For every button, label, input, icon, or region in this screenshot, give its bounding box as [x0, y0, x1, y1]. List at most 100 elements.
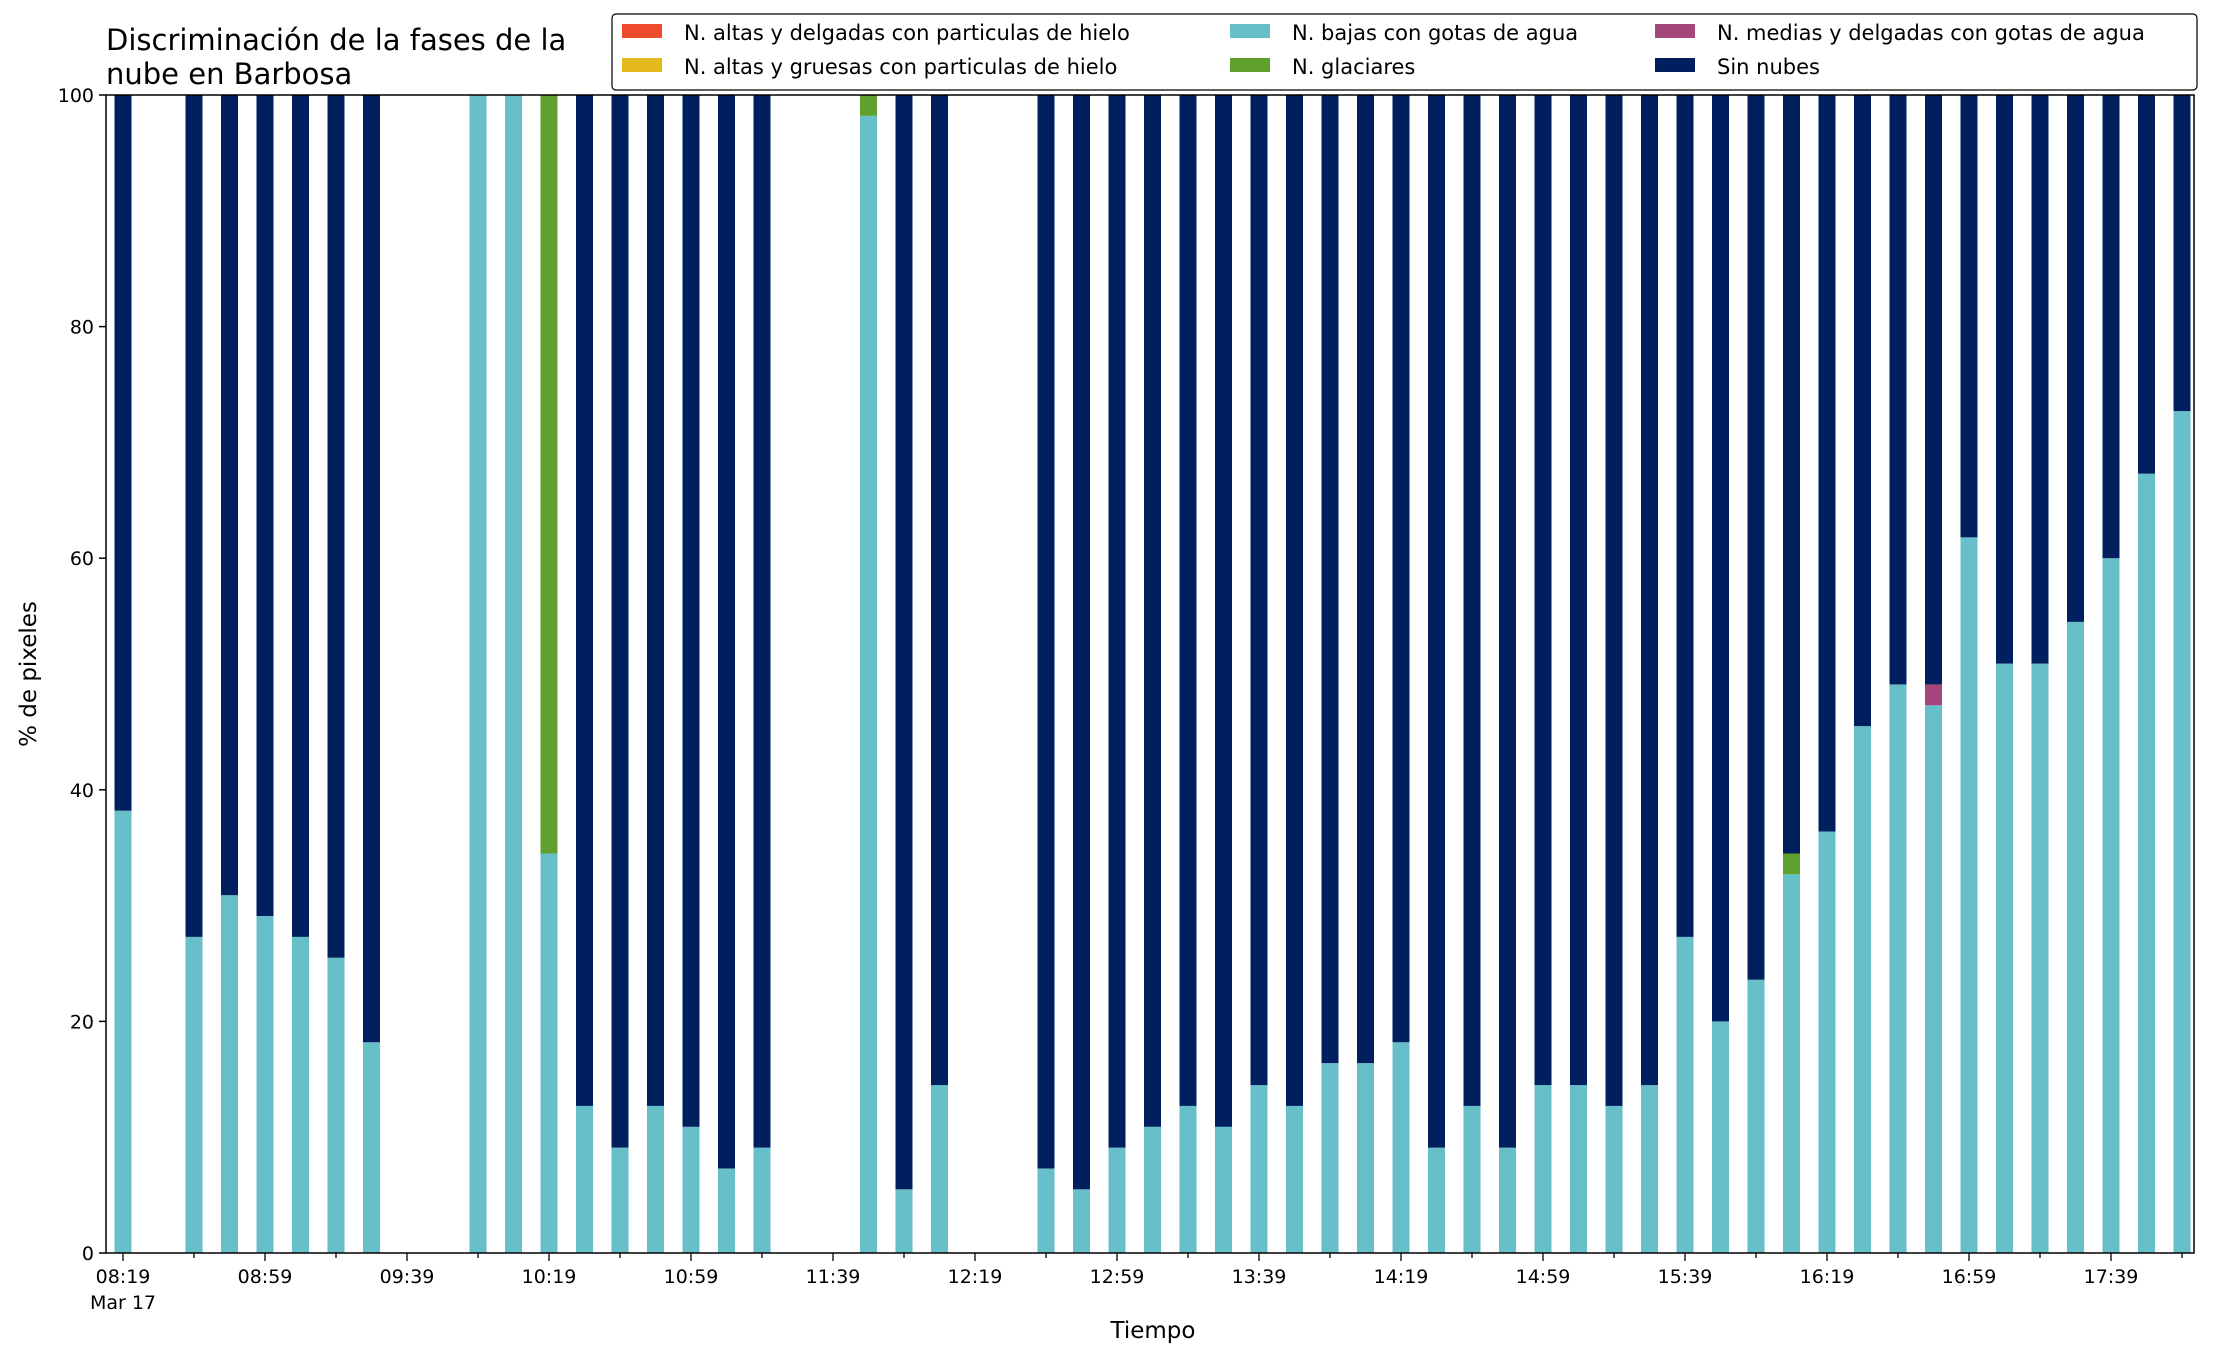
- bar-segment: [2173, 411, 2191, 1253]
- bar-segment: [256, 916, 274, 1253]
- bar-segment: [1321, 1063, 1339, 1253]
- bar-segment: [1747, 979, 1765, 1253]
- bar-segment: [1392, 95, 1410, 1043]
- bar-segment: [931, 1085, 948, 1253]
- legend-entry: N. altas y delgadas con particulas de hi…: [684, 21, 1130, 45]
- bar-segment: [1712, 95, 1729, 1022]
- bar-segment: [1676, 936, 1694, 1253]
- x-tick-label: 15:39: [1658, 1266, 1713, 1288]
- x-axis-label: Tiempo: [1110, 1318, 1196, 1344]
- bar-segment: [1321, 95, 1339, 1064]
- x-tick-label: 13:39: [1232, 1266, 1287, 1288]
- bar-segment: [682, 1126, 700, 1253]
- legend: N. altas y delgadas con particulas de hi…: [611, 13, 2198, 91]
- x-tick-label: 11:39: [806, 1266, 861, 1288]
- bar-segment: [1783, 853, 1800, 875]
- bar-segment: [2067, 95, 2084, 622]
- bar-segment: [1499, 1147, 1516, 1253]
- bar-segment: [363, 95, 380, 1043]
- bar-segment: [1641, 1085, 1658, 1253]
- legend-swatch: [1655, 58, 1695, 72]
- bar-segment: [1357, 1063, 1374, 1253]
- bar-segment: [2138, 473, 2155, 1253]
- y-tick-label: 100: [58, 85, 94, 107]
- bar-segment: [1818, 95, 1836, 832]
- legend-entry: N. bajas con gotas de agua: [1292, 21, 1578, 45]
- bar-segment: [1570, 95, 1587, 1086]
- bar-segment: [753, 95, 771, 1148]
- bar-segment: [114, 810, 132, 1253]
- bar-segment: [1286, 95, 1303, 1106]
- bar-segment: [2031, 663, 2049, 1253]
- bar-segment: [1996, 663, 2013, 1253]
- bar-segment: [1747, 95, 1765, 980]
- bar-segment: [2067, 621, 2084, 1253]
- x-tick-label: 10:59: [664, 1266, 719, 1288]
- bar-segment: [1783, 95, 1800, 854]
- bar-segment: [860, 115, 877, 1254]
- bar-segment: [576, 1105, 593, 1253]
- bar-segment: [1996, 95, 2013, 664]
- bar-segment: [1925, 705, 1942, 1253]
- bar-segment: [540, 853, 558, 1253]
- bar-segment: [1960, 95, 1978, 538]
- bar-segment: [1357, 95, 1374, 1064]
- y-axis-label: % de pixeles: [16, 601, 42, 747]
- chart-title-line-1: Discriminación de la fases de la: [106, 23, 566, 57]
- bar-segment: [1463, 95, 1481, 1106]
- x-tick-label: 12:19: [948, 1266, 1003, 1288]
- bar-segment: [1534, 95, 1552, 1086]
- x-tick-label: 12:59: [1090, 1266, 1145, 1288]
- y-tick-label: 0: [82, 1243, 94, 1265]
- chart-title-line-2: nube en Barbosa: [106, 57, 352, 91]
- bar-segment: [2138, 95, 2155, 474]
- bar-segment: [1073, 95, 1090, 1190]
- bar-segment: [1783, 874, 1800, 1253]
- bar-segment: [682, 95, 700, 1127]
- bar-segment: [1428, 95, 1445, 1148]
- bar-segment: [1925, 95, 1942, 685]
- bar-segment: [256, 95, 274, 917]
- bar-segment: [221, 895, 238, 1253]
- x-tick-label: 14:59: [1516, 1266, 1571, 1288]
- bar-segment: [718, 95, 735, 1169]
- bar-segment: [1144, 1126, 1161, 1253]
- legend-swatch: [1230, 58, 1270, 72]
- bar-segment: [753, 1147, 771, 1253]
- x-axis: 08:19 08:59 09:39 10:19 10:59 11:39 12:19 12:59…: [90, 1253, 2183, 1314]
- bar-segment: [292, 936, 309, 1253]
- y-tick-label: 40: [70, 780, 94, 802]
- bar-segment: [1712, 1021, 1729, 1253]
- plot-frame: [105, 94, 2195, 1254]
- y-tick-label: 20: [70, 1011, 94, 1033]
- bar-segment: [1854, 95, 1871, 727]
- bar-segment: [895, 1189, 913, 1253]
- bar-segment: [1215, 95, 1232, 1127]
- bar-segment: [327, 957, 345, 1253]
- bar-segment: [1534, 1085, 1552, 1253]
- bar-segment: [718, 1168, 735, 1253]
- bar-segment: [1286, 1105, 1303, 1253]
- bar-segment: [1179, 1105, 1197, 1253]
- legend-box: [611, 13, 2198, 91]
- bar-segment: [1108, 95, 1126, 1148]
- bar-segment: [1179, 95, 1197, 1106]
- x-tick-label: 08:19: [96, 1266, 151, 1288]
- bar-segment: [1818, 831, 1836, 1253]
- bar-segment: [185, 95, 203, 937]
- legend-swatch: [1655, 24, 1695, 38]
- bar-segment: [2031, 95, 2049, 664]
- bar-segment: [469, 95, 487, 1253]
- bar-segment: [505, 95, 522, 1253]
- y-tick-label: 60: [70, 548, 94, 570]
- chart-title: Discriminación de la fases de la nube en…: [106, 23, 566, 91]
- legend-entry: Sin nubes: [1717, 55, 1820, 79]
- bar-segment: [611, 1147, 629, 1253]
- bars-layer: [114, 95, 2191, 1254]
- legend-swatch: [1230, 24, 1270, 38]
- x-date-label: Mar 17: [90, 1292, 156, 1314]
- x-tick-label: 16:19: [1800, 1266, 1855, 1288]
- bar-segment: [1144, 95, 1161, 1127]
- bar-segment: [1428, 1147, 1445, 1253]
